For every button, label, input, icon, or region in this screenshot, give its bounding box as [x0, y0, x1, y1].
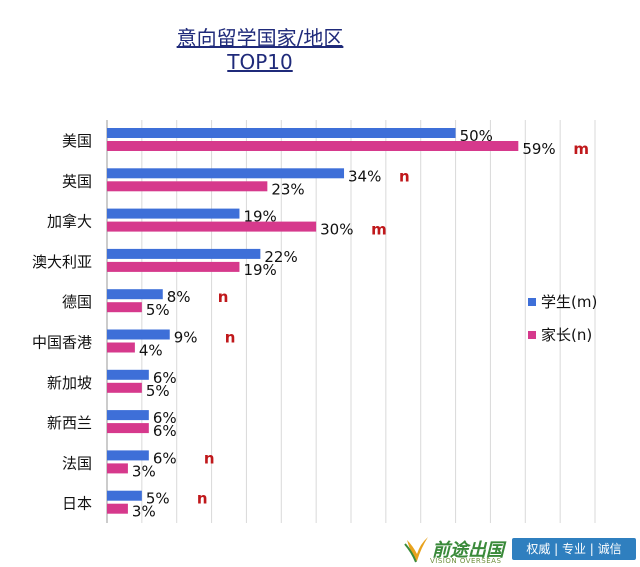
- significance-mark: n: [197, 490, 208, 508]
- v-swoosh-logo-icon: [404, 537, 428, 563]
- value-label-parent: 30%: [320, 221, 353, 239]
- category-label: 德国: [62, 293, 92, 311]
- value-label-student: 34%: [348, 167, 381, 185]
- bar-student: [107, 369, 149, 380]
- category-label: 新加坡: [47, 374, 92, 392]
- significance-mark: n: [399, 167, 410, 185]
- significance-mark: n: [218, 288, 229, 306]
- value-labels: 50%59% m34% n23%19%30% m22%19%8% n5%9% n4%6%5…: [132, 127, 589, 521]
- category-label: 英国: [62, 172, 92, 190]
- value-label-parent: 23%: [271, 180, 304, 198]
- bar-student: [107, 208, 240, 219]
- value-label-parent: 3%: [132, 503, 156, 521]
- legend-swatch-student: [528, 298, 536, 306]
- significance-mark: n: [225, 329, 236, 347]
- legend-label-student: 学生(m): [541, 293, 597, 311]
- value-label-student: 6%: [153, 449, 177, 467]
- legend: 学生(m) 家长(n): [528, 293, 597, 344]
- value-label-parent: 59%: [522, 140, 555, 158]
- brand-name-en: VISION OVERSEAS: [430, 557, 502, 565]
- category-label: 新西兰: [47, 414, 92, 432]
- bar-student: [107, 450, 149, 461]
- legend-swatch-parent: [528, 331, 536, 339]
- category-label: 中国香港: [32, 334, 92, 352]
- value-label-parent: 3%: [132, 462, 156, 480]
- bar-student: [107, 128, 456, 138]
- brand-slogan: 权威 | 专业 | 诚信: [512, 538, 636, 560]
- category-label: 法国: [62, 454, 92, 472]
- category-label: 加拿大: [47, 213, 92, 231]
- bar-parent: [107, 463, 128, 474]
- bar-parent: [107, 261, 240, 272]
- category-label: 澳大利亚: [32, 253, 92, 271]
- value-label-student: 5%: [146, 490, 170, 508]
- category-label: 日本: [62, 495, 92, 513]
- brand-footer: 前途出国 VISION OVERSEAS 权威 | 专业 | 诚信: [400, 530, 640, 567]
- bar-parent: [107, 503, 128, 514]
- chart-subtitle: TOP10: [227, 50, 293, 74]
- value-label-student: 50%: [460, 127, 493, 145]
- value-label-parent: 6%: [153, 422, 177, 440]
- value-label-student: 8%: [167, 288, 191, 306]
- bar-parent: [107, 423, 149, 434]
- value-label-student: 19%: [243, 208, 276, 226]
- bar-student: [107, 410, 149, 421]
- bar-student: [107, 289, 163, 300]
- value-label-parent: 19%: [243, 261, 276, 279]
- significance-mark: n: [204, 449, 215, 467]
- bar-student: [107, 168, 345, 179]
- bars: [107, 128, 519, 514]
- significance-mark: m: [573, 140, 589, 158]
- legend-label-parent: 家长(n): [541, 326, 592, 344]
- value-label-student: 9%: [174, 329, 198, 347]
- bar-student: [107, 329, 170, 340]
- bar-parent: [107, 141, 519, 151]
- value-label-student: 6%: [153, 409, 177, 427]
- value-label-parent: 5%: [146, 301, 170, 319]
- brand-name: 前途出国: [432, 540, 504, 561]
- significance-mark: m: [371, 221, 387, 239]
- value-label-parent: 5%: [146, 382, 170, 400]
- value-label-student: 6%: [153, 369, 177, 387]
- bar-student: [107, 490, 142, 501]
- value-label-student: 22%: [264, 248, 297, 266]
- bar-parent: [107, 302, 142, 313]
- chart-title: 意向留学国家/地区: [176, 26, 344, 50]
- category-label: 美国: [62, 132, 92, 150]
- bar-parent: [107, 221, 317, 232]
- bar-parent: [107, 181, 268, 192]
- bar-parent: [107, 342, 135, 353]
- bar-student: [107, 248, 261, 259]
- value-label-parent: 4%: [139, 342, 163, 360]
- bar-parent: [107, 382, 142, 393]
